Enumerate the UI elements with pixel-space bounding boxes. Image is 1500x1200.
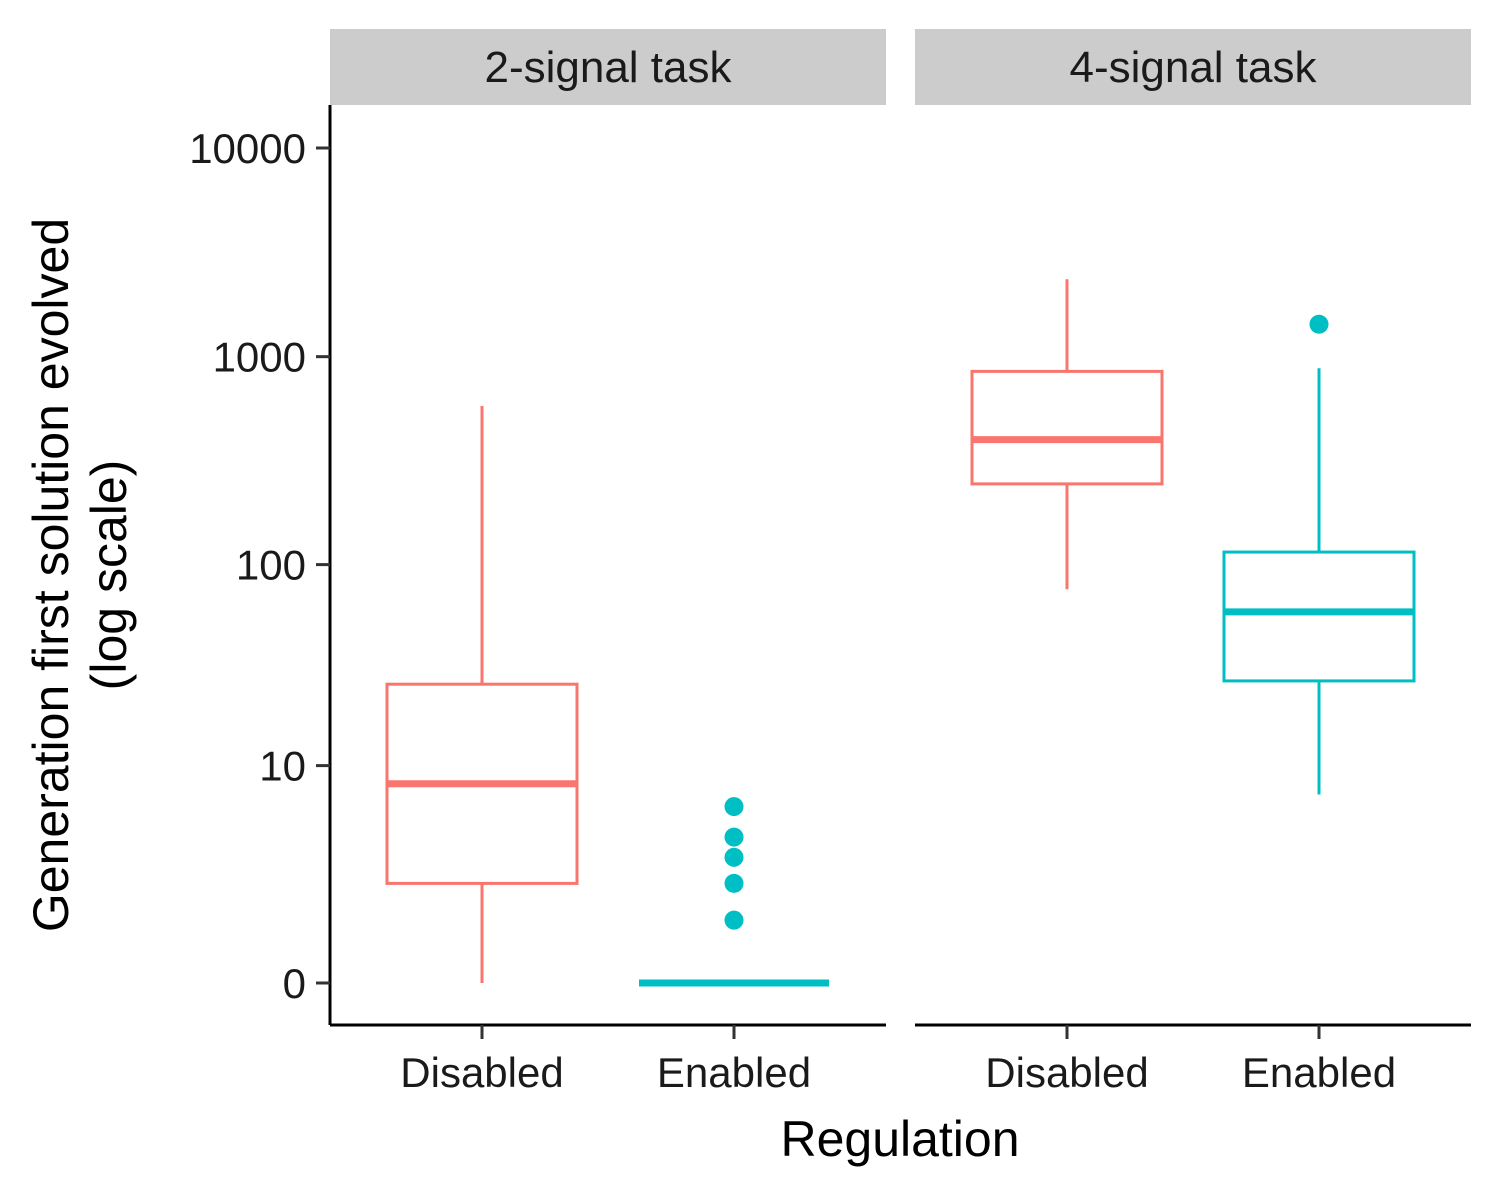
outlier-point [1309, 314, 1329, 334]
outlier-point [724, 797, 744, 817]
facet-strip-label: 4-signal task [1069, 43, 1317, 92]
y-tick-label: 100 [236, 542, 306, 589]
box [970, 369, 1164, 486]
y-tick-label: 1000 [213, 334, 306, 381]
box [1222, 550, 1416, 683]
y-tick-label: 10 [259, 743, 306, 790]
y-tick-label: 10000 [189, 125, 306, 172]
facet-strip [330, 29, 886, 105]
boxplot [639, 797, 829, 987]
facet-panel: 4-signal task Disabled Enabled [915, 29, 1471, 1096]
y-axis-title-line: (log scale) [81, 460, 137, 691]
x-tick-label: Enabled [1242, 1049, 1396, 1096]
outlier-point [724, 847, 744, 867]
facet-strip-label: 2-signal task [484, 43, 732, 92]
x-tick-label: Disabled [985, 1049, 1148, 1096]
boxplot [1222, 314, 1416, 795]
x-tick-label: Enabled [657, 1049, 811, 1096]
y-axis: 0 10 100 1000 10000 [189, 105, 332, 1025]
y-tick-label: 0 [283, 960, 306, 1007]
x-tick-label: Disabled [400, 1049, 563, 1096]
facet-panel: 2-signal task Disabled Enabled [330, 29, 886, 1096]
outlier-point [724, 827, 744, 847]
x-axis-title: Regulation [780, 1111, 1019, 1167]
y-axis-title-line: Generation first solution evolved [23, 218, 79, 932]
outlier-point [724, 910, 744, 930]
boxplot [385, 405, 579, 983]
y-axis-title: Generation first solution evolved(log sc… [23, 218, 137, 932]
outlier-point [724, 873, 744, 893]
boxplot [970, 279, 1164, 590]
facet-strip [915, 29, 1471, 105]
